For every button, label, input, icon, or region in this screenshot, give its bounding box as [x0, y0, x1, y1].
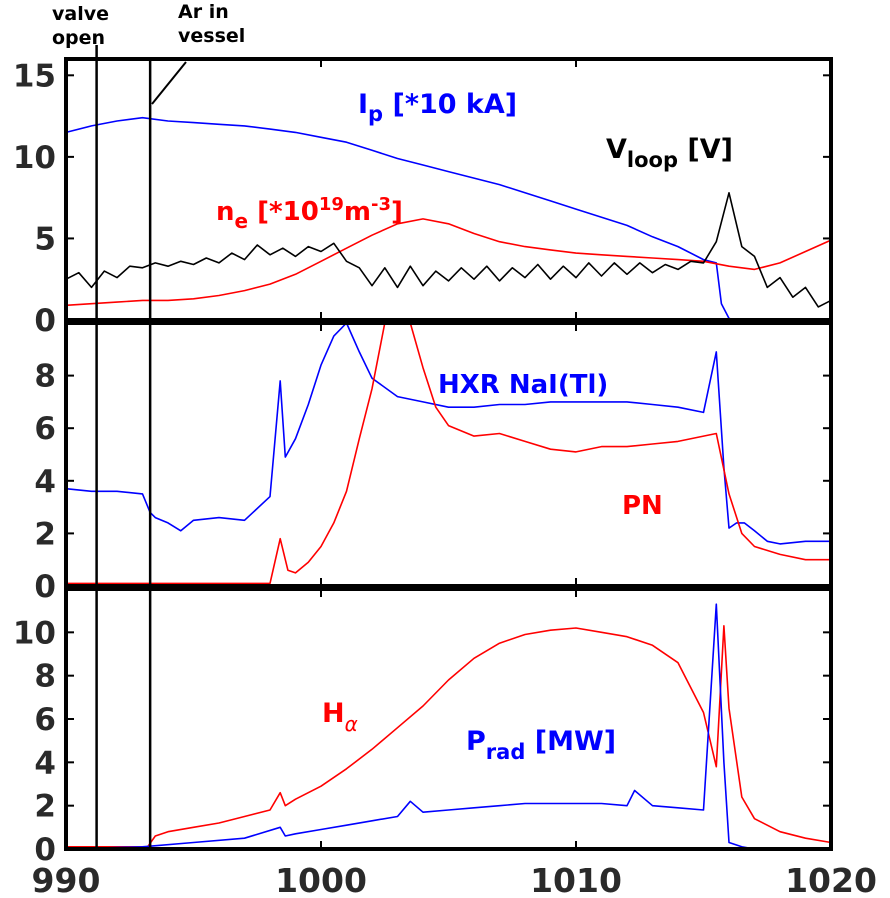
y-tick-label: 2 [34, 789, 56, 825]
series-line-ne [65, 218, 832, 307]
prad-label: Prad [MW] [466, 726, 616, 764]
series-line-pn [66, 322, 831, 585]
y-tick-label: 10 [13, 615, 56, 651]
y-tick-label: 15 [13, 58, 56, 94]
valve-label-line2: open [52, 27, 105, 49]
axes-frame [64, 321, 833, 588]
halpha-label: Hα [322, 698, 358, 736]
pn-label: PN [622, 491, 663, 521]
series-line-ip [65, 116, 735, 321]
ne-label: ne [*1019m-3] [216, 194, 403, 233]
axes-frame [64, 587, 833, 851]
ip-label: Ip [*10 kA] [358, 89, 517, 126]
vloop-label: Vloop [V] [606, 134, 733, 172]
ar-label-line1: Ar in [178, 1, 229, 23]
x-tick-label: 1020 [785, 861, 877, 898]
axes-frame [64, 57, 833, 322]
y-tick-label: 8 [34, 659, 56, 695]
series-line-vloop [65, 192, 832, 308]
x-tick-label: 1000 [275, 861, 367, 898]
valve-label-line1: valve [52, 3, 109, 25]
x-tick-label: 1010 [530, 861, 622, 898]
y-tick-label: 0 [34, 569, 56, 605]
y-tick-label: 6 [34, 411, 56, 447]
ar-label-line2: vessel [178, 25, 245, 47]
series-line-halpha [66, 624, 832, 848]
y-tick-label: 8 [34, 359, 56, 395]
y-tick-label: 2 [34, 516, 56, 552]
y-tick-label: 6 [34, 702, 56, 738]
y-tick-label: 4 [34, 745, 56, 781]
ar-pointer-line [151, 61, 187, 105]
y-tick-label: 0 [34, 303, 56, 339]
series-line-hxr-nai-tl- [65, 322, 831, 545]
y-tick-label: 4 [34, 464, 56, 500]
y-tick-label: 10 [13, 140, 56, 176]
y-tick-label: 0 [34, 832, 56, 868]
x-tick-label: 990 [32, 861, 101, 898]
y-tick-label: 5 [34, 221, 56, 257]
series-line-prad [65, 603, 831, 850]
hxr-label: HXR NaI(Tl) [438, 370, 608, 400]
